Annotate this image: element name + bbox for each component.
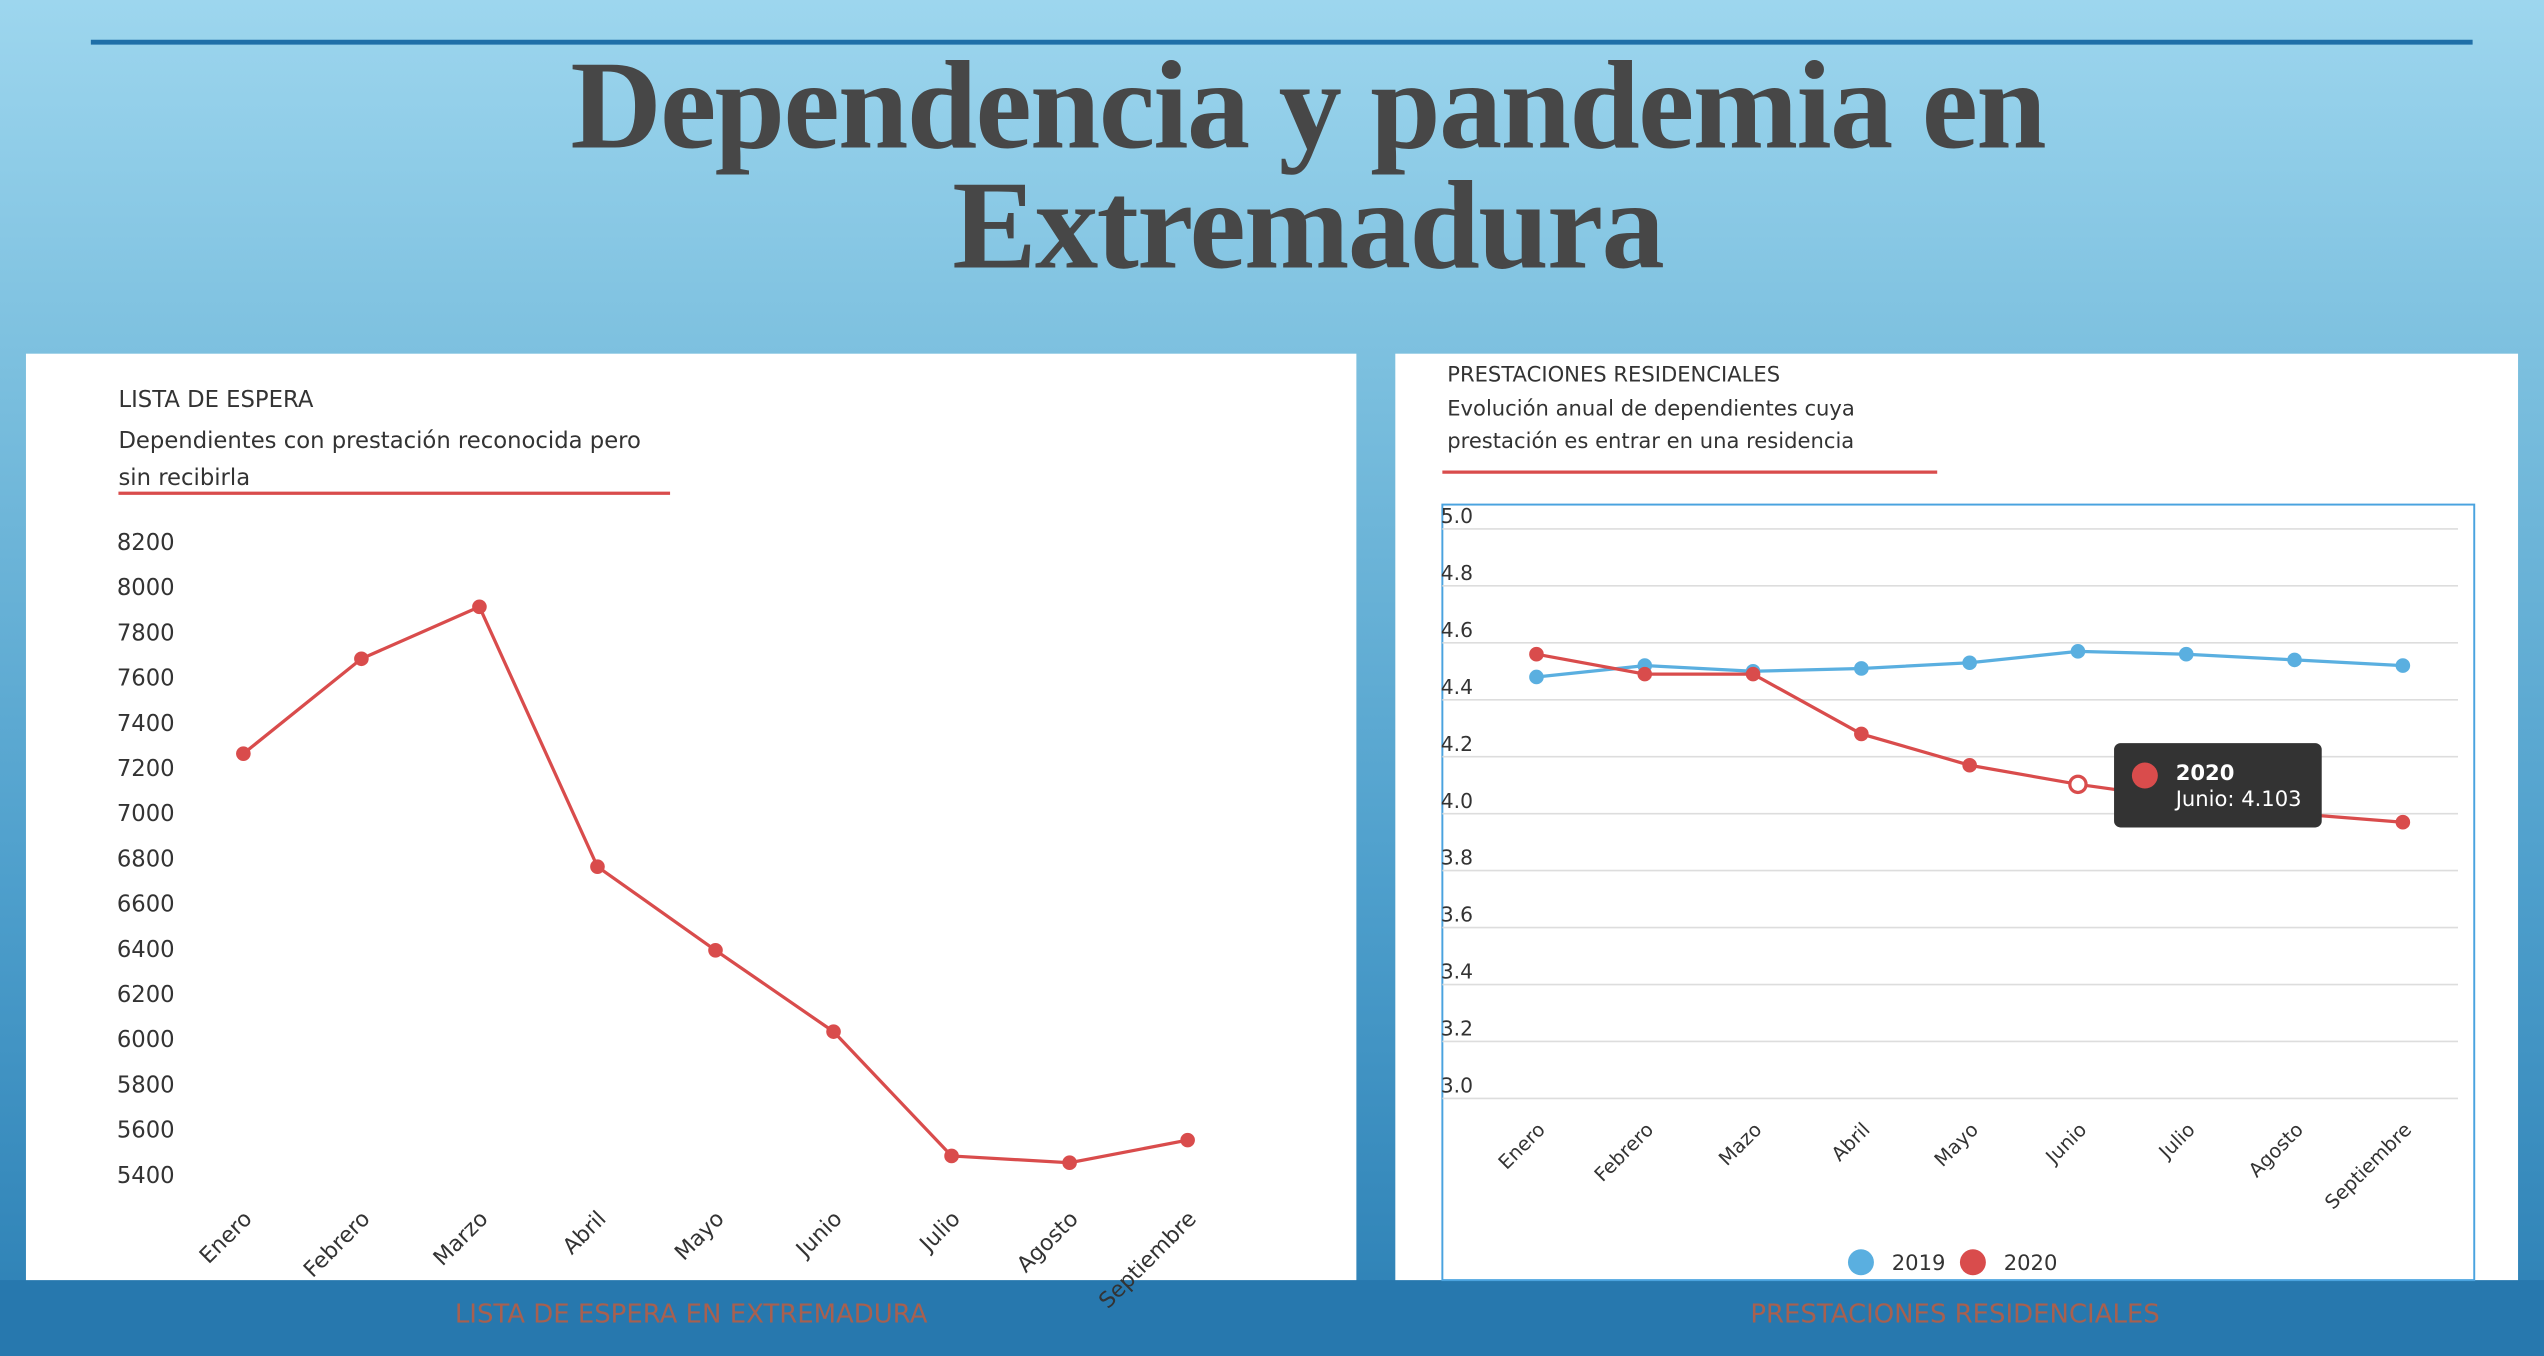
data-point [590,859,605,874]
data-point [1062,1155,1077,1171]
data-point [1180,1132,1195,1148]
data-point [1637,666,1653,682]
y-tick-label: 6600 [117,892,175,918]
y-tick-label: 6800 [117,846,175,872]
data-point [1854,726,1869,742]
plot-frame [1441,503,2476,1282]
y-tick-label: 6400 [117,937,175,963]
y-tick-label: 7200 [117,756,175,782]
data-point [2070,644,2086,659]
hover-point [2068,774,2088,795]
data-point [1854,661,1869,676]
chart-subtitle: Evolución anual de dependientes cuya pre… [1447,397,1855,455]
y-tick-label: 5800 [117,1072,175,1098]
data-point [236,746,251,761]
page-title: Dependencia y pandemia en Extremadura [570,34,2046,296]
chart-title: PRESTACIONES RESIDENCIALES [1447,363,1781,388]
y-tick-label: 3.0 [1441,1074,1473,1098]
data-point [2178,646,2194,662]
data-point [1962,655,1977,671]
data-point [2395,814,2411,830]
data-point [708,942,723,958]
tooltip-marker [2131,762,2158,789]
data-point [2395,658,2411,673]
caption: LISTA DE ESPERA EN EXTREMADURA [455,1299,928,1329]
y-tick-label: 5600 [117,1118,175,1144]
y-tick-label: 6200 [117,982,175,1008]
chart-title: LISTA DE ESPERA [118,387,314,414]
y-tick-label: 8000 [117,575,175,601]
legend-marker [1959,1249,1986,1276]
y-tick-label: 4.0 [1441,789,1473,813]
y-tick-label: 7600 [117,666,175,692]
data-point [944,1148,959,1164]
y-tick-label: 5.0 [1441,504,1473,528]
y-tick-label: 4.2 [1441,732,1473,756]
data-point [2287,652,2302,668]
legend-marker [1847,1249,1874,1276]
legend-label: 2019 [1892,1250,1946,1275]
legend-label: 2020 [2004,1250,2058,1275]
chart-subtitle: Dependientes con prestación reconocida p… [118,428,641,492]
y-tick-label: 4.4 [1441,675,1473,699]
y-tick-label: 5400 [117,1163,175,1189]
y-tick-label: 8200 [117,530,175,556]
y-tick-label: 7800 [117,620,175,646]
data-point [1745,666,1761,682]
y-tick-label: 3.2 [1441,1017,1473,1041]
data-point [472,599,487,615]
y-tick-label: 3.6 [1441,903,1473,927]
data-point [354,651,369,667]
y-tick-label: 4.8 [1441,561,1473,585]
panel [25,353,1357,1281]
tooltip-box [2114,743,2322,828]
y-tick-label: 4.6 [1441,618,1473,642]
data-point [1529,669,1544,685]
data-point [1529,646,1544,662]
footer-band [0,1280,2544,1356]
y-tick-label: 6000 [117,1027,175,1053]
y-tick-label: 7000 [117,801,175,827]
y-tick-label: 3.8 [1441,846,1473,870]
tooltip-title: 2020 [2176,760,2235,785]
tooltip-label: Junio: 4.103 [2174,786,2302,811]
caption: PRESTACIONES RESIDENCIALES [1750,1299,2159,1329]
y-tick-label: 7400 [117,711,175,737]
data-point [1962,757,1977,773]
y-tick-label: 3.4 [1441,960,1473,984]
data-point [826,1024,841,1039]
